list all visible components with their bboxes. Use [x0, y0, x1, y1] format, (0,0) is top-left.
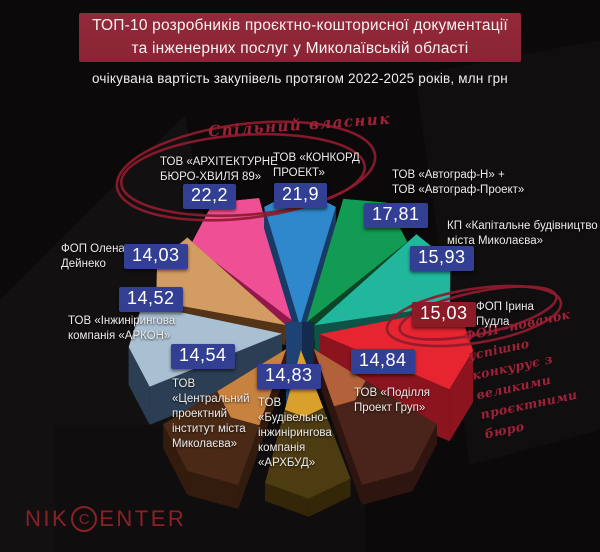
- company-label-line: компанія «АРКОН»: [68, 329, 171, 342]
- wedge-side: [238, 349, 287, 509]
- company-label-line: Дейнеко: [61, 257, 106, 270]
- wedge-6: [313, 349, 437, 505]
- title-banner: ТОП-10 розробників проєктно-кошторисної …: [79, 13, 521, 62]
- company-label-line: ТОВ «АРХІТЕКТУРНЕ: [160, 156, 278, 168]
- wedge-side: [300, 207, 336, 348]
- wedge-side: [412, 424, 437, 492]
- company-label-line: «АРХБУД»: [258, 456, 316, 469]
- company-label-line: компанія: [258, 441, 306, 454]
- company-label-line: інжинірингова: [258, 426, 332, 439]
- company-label-line: ТОВ «Поділля: [354, 387, 431, 399]
- logo-text-prefix: NIK: [25, 506, 70, 531]
- value-badge: 14,84: [351, 349, 415, 374]
- wedge-top: [156, 237, 286, 325]
- title-line-1: ТОП-10 розробників проєктно-кошторисної …: [92, 17, 508, 35]
- wedge-top: [306, 198, 408, 323]
- ink-circle-newcomer: [398, 285, 558, 341]
- company-label-line: ФОП Олена: [61, 243, 125, 255]
- company-label-line: ФОП Ірина: [476, 301, 534, 313]
- company-label-line: КП «Капітальне будівництво: [447, 220, 598, 232]
- value-badge: 17,81: [364, 203, 428, 228]
- logo-nikcenter: NIK C ENTER: [25, 506, 186, 532]
- value-badge: 14,03: [124, 244, 188, 269]
- wedge-top: [265, 350, 351, 499]
- company-label: ТОВ «КОНКОРД ПРОЕКТ»: [273, 151, 360, 181]
- logo-circled-c: C: [71, 506, 98, 532]
- wedge-8: [163, 349, 287, 509]
- value-badge: 22,2: [183, 184, 237, 209]
- company-label-line: проектний: [172, 407, 228, 420]
- company-label-line: БЮРО-ХВИЛЯ 89»: [160, 170, 262, 183]
- company-label-line: «Будівельно-: [258, 411, 328, 424]
- company-label-line: Проект Груп»: [354, 401, 426, 414]
- ink-circle-newcomer: [385, 284, 563, 348]
- wedge-side: [313, 349, 362, 505]
- company-label-line: ТОВ «КОНКОРД: [273, 152, 360, 164]
- company-label: ФОП Ірина Пудла: [476, 300, 534, 330]
- company-label: ТОВ «Центральний проектний інститут міста Ми…: [172, 377, 250, 452]
- company-label: ТОВ «Поділля Проект Груп»: [354, 386, 430, 416]
- company-label-line: ТОВ «Автограф-Н» +: [392, 169, 505, 181]
- company-label-line: ТОВ «Автограф-Проект»: [392, 183, 525, 196]
- title-line-2: та інженерних послуг у Миколаївській обл…: [131, 39, 469, 57]
- value-badge: 14,52: [119, 287, 183, 312]
- logo-text-suffix: ENTER: [99, 506, 187, 531]
- company-label: ТОВ «Інжинірингова компанія «АРКОН»: [68, 314, 175, 344]
- value-badge: 15,93: [410, 246, 474, 271]
- company-label-line: ТОВ «Інжинірингова: [68, 315, 176, 327]
- company-label-line: ТОВ: [172, 378, 196, 390]
- wedge-side: [308, 478, 351, 517]
- value-badge: 15,03: [412, 302, 476, 327]
- company-label: КП «Капітальне будівництво міста Миколаєв…: [447, 219, 598, 249]
- company-label-line: Миколаєва»: [172, 437, 238, 450]
- chart-subtitle: очікувана вартість закупівель протягом 2…: [92, 71, 508, 86]
- ink-circle-common-owner: [115, 120, 377, 222]
- company-label: ТОВ «Будівельно-інжинірингова компанія «АРХ…: [258, 396, 332, 471]
- wedge-side: [361, 471, 413, 505]
- company-label: ТОВ «Автограф-Н» + ТОВ «Автограф-Проект»: [392, 168, 524, 198]
- wedge-side: [187, 471, 239, 509]
- wedge-top: [319, 307, 473, 390]
- company-label-line: Пудла: [476, 315, 510, 328]
- wedge-top: [264, 188, 336, 326]
- company-label-line: «Центральний: [172, 392, 250, 405]
- company-label-line: ТОВ: [258, 397, 282, 409]
- value-badge: 14,54: [171, 344, 235, 369]
- wedge-side: [449, 350, 473, 442]
- wedge-side: [264, 207, 300, 348]
- ink-circle-common-owner: [119, 132, 367, 218]
- value-badge: 14,83: [257, 364, 321, 389]
- company-label-line: міста Миколаєва»: [447, 234, 543, 247]
- company-label: ТОВ «АРХІТЕКТУРНЕ БЮРО-ХВИЛЯ 89»: [160, 155, 278, 185]
- company-label-line: ПРОЕКТ»: [273, 166, 325, 179]
- value-badge: 21,9: [274, 183, 328, 208]
- wedge-tip: [313, 349, 366, 407]
- company-label: ФОП Олена Дейнеко: [61, 242, 125, 272]
- company-label-line: інститут міста: [172, 422, 246, 435]
- wedge-side: [265, 483, 309, 517]
